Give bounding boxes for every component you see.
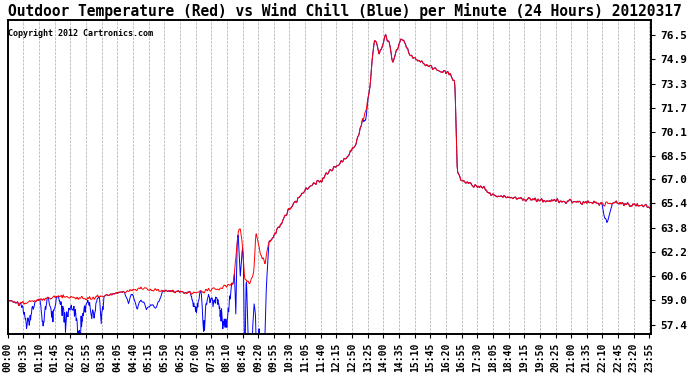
Text: Outdoor Temperature (Red) vs Wind Chill (Blue) per Minute (24 Hours) 20120317: Outdoor Temperature (Red) vs Wind Chill … xyxy=(8,3,682,19)
Text: Copyright 2012 Cartronics.com: Copyright 2012 Cartronics.com xyxy=(8,29,153,38)
